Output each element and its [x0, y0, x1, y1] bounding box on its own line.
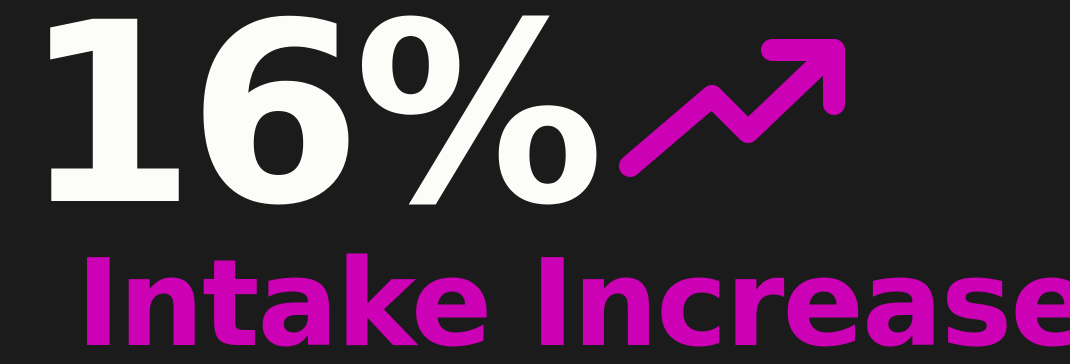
- stat-value: 16%: [22, 0, 604, 260]
- arrow-head: [761, 39, 845, 115]
- trending-up-icon: [619, 39, 845, 177]
- trend-line: [619, 39, 845, 177]
- stat-label: Intake Increase: [76, 235, 1070, 364]
- trend-arrow: [619, 39, 845, 177]
